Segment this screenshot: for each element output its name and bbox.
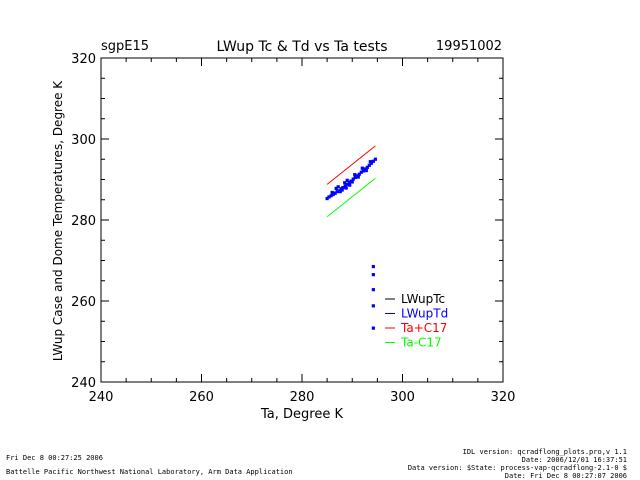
data-point [330,190,334,195]
data-point [359,170,363,174]
axis-ticks: 240 260 280 300 320 240 260 280 300 320 [71,52,515,405]
data-point [360,166,364,170]
data-point [347,181,351,185]
data-point [373,157,377,161]
footer-data-date: Date: Fri Dec 8 00:27:07 2006 [505,472,627,480]
data-point [334,186,338,191]
legend-entry: Ta-C17 [400,336,442,350]
data-point [356,175,360,179]
footer-idl-version: IDL version: qcradflong_plots.pro,v 1.1 [463,448,627,456]
data-point [325,196,329,201]
data-point [365,165,369,169]
y-axis-label: LWup Case and Dome Temperatures, Degree … [51,80,65,361]
data-point [353,175,357,180]
data-point [363,167,367,171]
data-point [340,188,344,192]
data-point [329,194,333,198]
data-point [331,192,335,197]
x-tick-label: 300 [390,390,415,405]
data-point [333,191,337,195]
x-tick-label: 240 [89,390,114,405]
data-point [371,273,375,277]
chart-title: LWup Tc & Td vs Ta tests [216,39,387,55]
data-point [344,186,348,190]
data-point [371,304,375,308]
data-marks [325,145,377,330]
series-line-ta-c17 [326,145,376,185]
data-point [367,163,371,167]
footer-idl-date: Date: 2006/12/01 16:37:51 [522,456,627,464]
legend-entry: LWupTc [401,292,445,306]
data-point [350,180,354,184]
legend-entry: Ta+C17 [400,321,447,335]
data-point [343,181,347,185]
data-point [357,172,361,176]
footer-data-version: Data version: $State: process-vap-qcradf… [408,464,627,472]
series-line-ta-c17 [326,177,376,218]
data-point [343,184,347,188]
y-tick-label: 280 [71,214,96,229]
y-tick-label: 320 [71,52,96,67]
x-axis-label: Ta, Degree K [260,407,343,422]
x-tick-label: 260 [189,390,214,405]
data-point [348,183,352,187]
footer-created: Fri Dec 8 00:27:25 2006 [6,454,103,462]
data-point [371,264,375,269]
data-point [371,159,375,163]
series-lwuptd [325,157,377,330]
data-point [341,186,345,190]
y-tick-label: 300 [71,133,96,148]
data-point [335,190,339,194]
data-point [327,195,331,199]
data-point [368,160,372,164]
data-point [345,178,349,182]
x-tick-label: 320 [491,390,516,405]
data-point [371,288,375,292]
footer-lab: Battelle Pacific Northwest National Labo… [6,468,293,476]
data-point [371,326,375,330]
data-point [369,161,373,165]
data-point [364,168,368,173]
data-point [351,177,355,181]
data-point [336,185,340,189]
date-label: 19951002 [436,39,502,54]
data-point [345,182,349,186]
data-point [361,169,365,173]
site-label: sgpE15 [101,39,149,54]
data-point [353,173,357,177]
x-tick-label: 280 [290,390,315,405]
legend-entry: LWupTd [401,307,448,321]
data-point [338,190,342,194]
y-tick-label: 260 [71,295,96,310]
y-tick-label: 240 [71,376,96,391]
